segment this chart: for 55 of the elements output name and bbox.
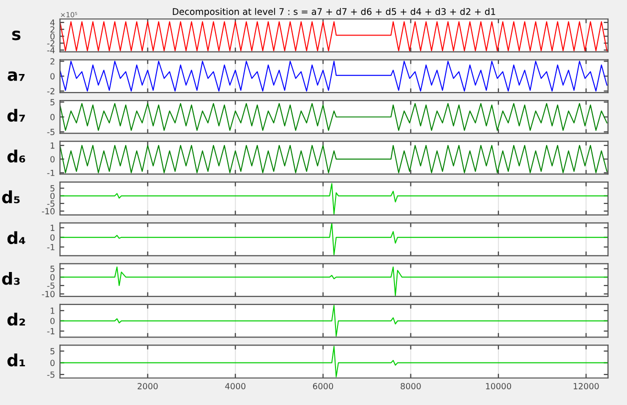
y-tick-label: 0 — [50, 73, 55, 80]
y-tick-label: 0 — [50, 192, 55, 200]
line-series — [60, 144, 608, 174]
x-tick-label: 8000 — [400, 383, 421, 390]
y-axis-title: d₇ — [7, 108, 25, 122]
y-tick-label: -2 — [47, 88, 54, 94]
y-tick-label: 0 — [50, 33, 55, 40]
y-tick-label: 4 — [50, 20, 55, 26]
y-tick-label: 1 — [50, 308, 54, 314]
y-tick-label: 0 — [50, 114, 55, 120]
x-tick-label: 12000 — [574, 383, 599, 390]
y-tick-label: 5 — [50, 99, 54, 106]
line-series — [60, 60, 608, 92]
y-tick-label: -1 — [47, 170, 54, 176]
y-tick-label: -2 — [47, 40, 54, 46]
line-series — [60, 304, 608, 337]
y-tick-label: 5 — [50, 266, 54, 272]
y-tick-label: -4 — [47, 47, 55, 54]
y-tick-label: 1 — [50, 142, 54, 149]
y-tick-label: -5 — [47, 200, 54, 207]
x-tick-label: 4000 — [225, 383, 246, 390]
y-tick-label: 2 — [50, 26, 54, 33]
line-series — [60, 103, 608, 131]
x-tick-label: 2000 — [138, 383, 158, 390]
y-tick-label: 0 — [50, 234, 55, 241]
y-tick-label: -10 — [42, 208, 55, 214]
y-axis-title: d₆ — [7, 150, 26, 163]
y-tick-label: 0 — [50, 318, 55, 324]
y-axis-title: d₄ — [7, 231, 26, 244]
y-axis-title: d₁ — [7, 354, 25, 366]
y-axis-title: s — [12, 30, 20, 40]
x-tick-label: 6000 — [313, 383, 334, 390]
y-tick-label: -10 — [42, 290, 55, 298]
line-series — [60, 266, 608, 296]
line-series — [60, 183, 608, 215]
y-tick-label: 5 — [50, 348, 54, 354]
y-tick-label: -5 — [47, 128, 54, 136]
y-tick-label: 1 — [50, 224, 54, 231]
y-tick-label: 0 — [50, 274, 55, 280]
y-tick-label: -1 — [47, 328, 54, 334]
y-tick-label: -5 — [47, 372, 54, 378]
y-tick-label: -1 — [47, 244, 54, 250]
y-axis-title: a₇ — [8, 71, 25, 82]
y-tick-label: -5 — [47, 282, 54, 289]
y-tick-label: 2 — [50, 58, 54, 64]
y-tick-label: 0 — [50, 156, 55, 162]
chart-title: Decomposition at level 7 : s = a7 + d7 + d6 + d5 + d4 + d3 + d2 + d1 — [172, 8, 496, 17]
x-tick-label: 10000 — [486, 383, 512, 390]
y-axis-title: d₂ — [7, 312, 25, 326]
y-tick-label: 0 — [50, 360, 55, 366]
line-series — [60, 222, 608, 256]
y-axis-title: d₅ — [2, 190, 20, 204]
y-axis-title: d₃ — [2, 272, 20, 285]
y-tick-label: 5 — [50, 185, 54, 192]
line-series — [60, 346, 608, 378]
